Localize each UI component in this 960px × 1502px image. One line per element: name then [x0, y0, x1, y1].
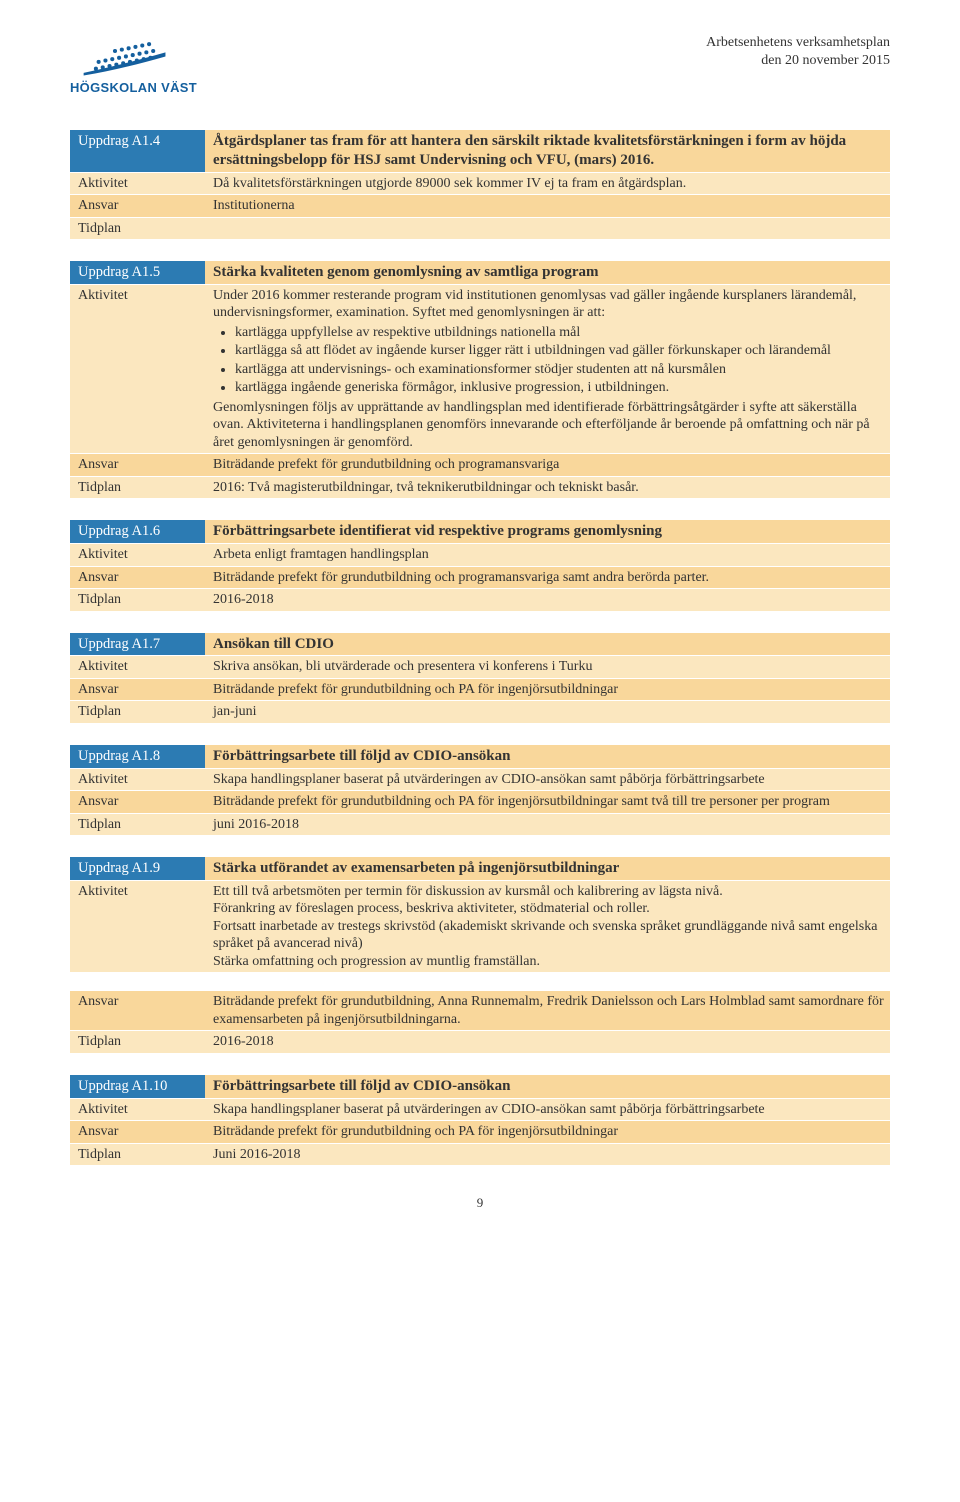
ansvar-value: Biträdande prefekt för grundutbildning o… [213, 457, 559, 472]
ansvar-label: Ansvar [78, 198, 118, 213]
tidplan-label: Tidplan [78, 817, 121, 832]
hogskolan-vast-logo: HÖGSKOLAN VÄST [70, 30, 220, 102]
uppdrag-section: Uppdrag A1.6 Förbättringsarbete identifi… [70, 520, 890, 610]
ansvar-label: Ansvar [78, 1124, 118, 1139]
ansvar-label: Ansvar [78, 794, 118, 809]
ansvar-value: Biträdande prefekt för grundutbildning, … [213, 994, 884, 1027]
aktivitet-line: Skapa handlingsplaner baserat på utvärde… [213, 771, 884, 789]
aktivitet-label: Aktivitet [78, 547, 128, 562]
aktivitet-line: Skapa handlingsplaner baserat på utvärde… [213, 1101, 884, 1119]
aktivitet-line: Skriva ansökan, bli utvärderade och pres… [213, 658, 884, 676]
ansvar-label: Ansvar [78, 570, 118, 585]
aktivitet-label: Aktivitet [78, 176, 128, 191]
header-right-text: Arbetsenhetens verksamhetsplan den 20 no… [706, 34, 890, 70]
aktivitet-line: Förankring av föreslagen process, beskri… [213, 900, 884, 918]
tidplan-label: Tidplan [78, 592, 121, 607]
ansvar-label: Ansvar [78, 682, 118, 697]
page-number: 9 [70, 1195, 890, 1211]
aktivitet-line: Fortsatt inarbetade av trestegs skrivstö… [213, 918, 884, 953]
svg-text:HÖGSKOLAN VÄST: HÖGSKOLAN VÄST [70, 80, 197, 95]
uppdrag-title: Förbättringsarbete till följd av CDIO-an… [213, 1078, 511, 1094]
ansvar-value: Biträdande prefekt för grundutbildning o… [213, 570, 709, 585]
ansvar-value: Biträdande prefekt för grundutbildning o… [213, 682, 618, 697]
uppdrag-id: Uppdrag A1.8 [78, 748, 160, 764]
bullet-item: kartlägga att undervisnings- och examina… [235, 361, 884, 379]
logo-block: HÖGSKOLAN VÄST [70, 30, 220, 102]
aktivitet-label: Aktivitet [78, 884, 128, 899]
tidplan-value: 2016-2018 [213, 592, 274, 607]
uppdrag-section: Uppdrag A1.5 Stärka kvaliteten genom gen… [70, 261, 890, 498]
uppdrag-section: Uppdrag A1.10 Förbättringsarbete till fö… [70, 1075, 890, 1165]
bullet-item: kartlägga ingående generiska förmågor, i… [235, 379, 884, 397]
bullet-item: kartlägga uppfyllelse av respektive utbi… [235, 324, 884, 342]
ansvar-label: Ansvar [78, 457, 118, 472]
uppdrag-id: Uppdrag A1.5 [78, 264, 160, 280]
uppdrag-table: Uppdrag A1.4 Åtgärdsplaner tas fram för … [70, 130, 890, 239]
header-line2: den 20 november 2015 [706, 52, 890, 70]
header-line1: Arbetsenhetens verksamhetsplan [706, 34, 890, 52]
aktivitet-intro: Under 2016 kommer resterande program vid… [213, 287, 884, 322]
uppdrag-section: Uppdrag A1.4 Åtgärdsplaner tas fram för … [70, 130, 890, 239]
uppdrag-table: Uppdrag A1.6 Förbättringsarbete identifi… [70, 520, 890, 610]
uppdrag-title: Förbättringsarbete identifierat vid resp… [213, 523, 662, 539]
bullet-item: kartlägga så att flödet av ingående kurs… [235, 342, 884, 360]
page-container: HÖGSKOLAN VÄST Arbetsenhetens verksamhet… [0, 0, 960, 1251]
tidplan-label: Tidplan [78, 1034, 121, 1049]
uppdrag-title: Ansökan till CDIO [213, 636, 334, 652]
uppdrag-section: Uppdrag A1.9 Stärka utförandet av examen… [70, 857, 890, 1053]
tidplan-label: Tidplan [78, 704, 121, 719]
uppdrag-table: Uppdrag A1.7 Ansökan till CDIO Aktivitet… [70, 633, 890, 723]
uppdrag-title: Åtgärdsplaner tas fram för att hantera d… [213, 133, 846, 168]
uppdrag-id: Uppdrag A1.7 [78, 636, 160, 652]
sections-container: Uppdrag A1.4 Åtgärdsplaner tas fram för … [70, 130, 890, 1165]
aktivitet-outro: Genomlysningen följs av upprättande av h… [213, 399, 884, 452]
uppdrag-section: Uppdrag A1.8 Förbättringsarbete till föl… [70, 745, 890, 835]
uppdrag-table: Uppdrag A1.9 Stärka utförandet av examen… [70, 857, 890, 1053]
tidplan-value: 2016: Två magisterutbildningar, två tekn… [213, 480, 639, 495]
tidplan-label: Tidplan [78, 480, 121, 495]
page-header: HÖGSKOLAN VÄST Arbetsenhetens verksamhet… [70, 30, 890, 102]
tidplan-label: Tidplan [78, 221, 121, 236]
tidplan-label: Tidplan [78, 1147, 121, 1162]
uppdrag-id: Uppdrag A1.9 [78, 860, 160, 876]
aktivitet-label: Aktivitet [78, 772, 128, 787]
ansvar-value: Biträdande prefekt för grundutbildning o… [213, 1124, 618, 1139]
tidplan-value: juni 2016-2018 [213, 817, 299, 832]
aktivitet-line: Då kvalitetsförstärkningen utgjorde 8900… [213, 175, 884, 193]
uppdrag-section: Uppdrag A1.7 Ansökan till CDIO Aktivitet… [70, 633, 890, 723]
uppdrag-table: Uppdrag A1.10 Förbättringsarbete till fö… [70, 1075, 890, 1165]
uppdrag-title: Stärka utförandet av examensarbeten på i… [213, 860, 619, 876]
tidplan-value: Juni 2016-2018 [213, 1147, 301, 1162]
aktivitet-line: Ett till två arbetsmöten per termin för … [213, 883, 884, 901]
ansvar-value: Institutionerna [213, 198, 295, 213]
aktivitet-line: Stärka omfattning och progression av mun… [213, 953, 884, 971]
aktivitet-bullets: kartlägga uppfyllelse av respektive utbi… [235, 324, 884, 397]
uppdrag-title: Förbättringsarbete till följd av CDIO-an… [213, 748, 511, 764]
uppdrag-id: Uppdrag A1.6 [78, 523, 160, 539]
aktivitet-label: Aktivitet [78, 659, 128, 674]
aktivitet-line: Arbeta enligt framtagen handlingsplan [213, 546, 884, 564]
aktivitet-label: Aktivitet [78, 1102, 128, 1117]
ansvar-value: Biträdande prefekt för grundutbildning o… [213, 794, 830, 809]
uppdrag-table: Uppdrag A1.5 Stärka kvaliteten genom gen… [70, 261, 890, 498]
aktivitet-label: Aktivitet [78, 288, 128, 303]
uppdrag-title: Stärka kvaliteten genom genomlysning av … [213, 264, 599, 280]
tidplan-value: jan-juni [213, 704, 257, 719]
uppdrag-table: Uppdrag A1.8 Förbättringsarbete till föl… [70, 745, 890, 835]
uppdrag-id: Uppdrag A1.10 [78, 1078, 167, 1094]
uppdrag-id: Uppdrag A1.4 [78, 133, 160, 149]
tidplan-value: 2016-2018 [213, 1034, 274, 1049]
ansvar-label: Ansvar [78, 994, 118, 1009]
